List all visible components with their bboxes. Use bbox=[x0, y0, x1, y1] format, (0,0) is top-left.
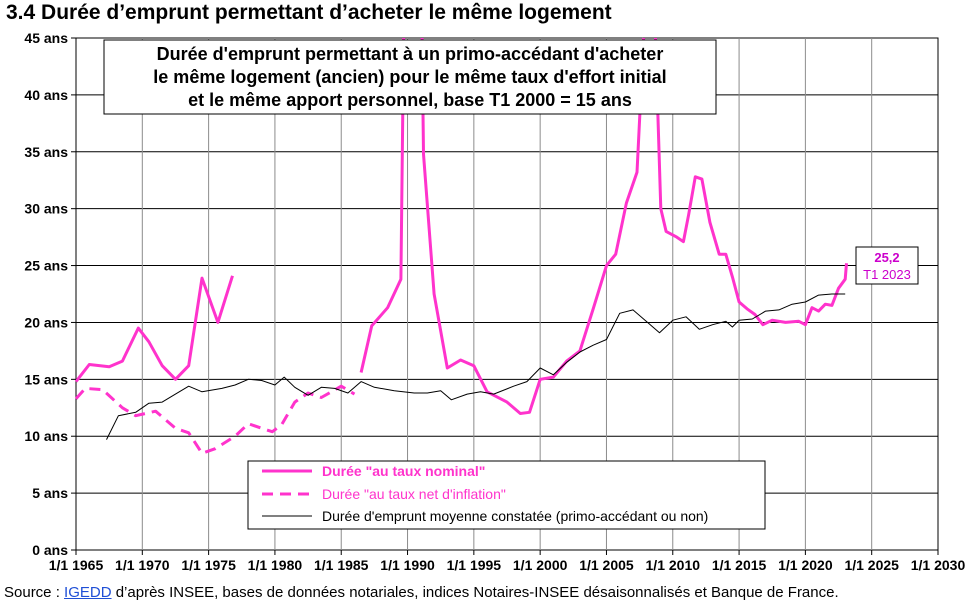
chart-subtitle-line-1: Durée d'emprunt permettant à un primo-ac… bbox=[157, 44, 664, 64]
series-2-line-segment-0 bbox=[106, 293, 846, 440]
annotation-value: 25,2 bbox=[874, 250, 899, 265]
legend-label-average: Durée d'emprunt moyenne constatée (primo… bbox=[322, 508, 708, 524]
annotation-label: T1 2023 bbox=[863, 267, 911, 282]
chart-subtitle-line-2: le même logement (ancien) pour le même t… bbox=[153, 67, 666, 87]
ytick-label-1: 5 ans bbox=[32, 485, 68, 501]
ytick-label-0: 0 ans bbox=[32, 542, 68, 558]
source-note: Source : IGEDD d’après INSEE, bases de d… bbox=[4, 584, 839, 601]
ytick-label-3: 15 ans bbox=[24, 371, 68, 387]
series-layer bbox=[74, 37, 848, 455]
xtick-label-13: 1/1 2030 bbox=[911, 557, 966, 573]
xtick-label-12: 1/1 2025 bbox=[844, 557, 899, 573]
series-0-line-segment-0 bbox=[74, 275, 234, 383]
ytick-label-9: 45 ans bbox=[24, 30, 68, 46]
xtick-label-11: 1/1 2020 bbox=[778, 557, 833, 573]
xtick-label-9: 1/1 2010 bbox=[646, 557, 701, 573]
ytick-label-8: 40 ans bbox=[24, 87, 68, 103]
source-link[interactable]: IGEDD bbox=[64, 584, 112, 601]
series-0-line-segment-1 bbox=[359, 37, 406, 373]
legend-label-nominal: Durée "au taux nominal" bbox=[322, 463, 485, 479]
xtick-label-8: 1/1 2005 bbox=[579, 557, 634, 573]
ytick-label-4: 20 ans bbox=[24, 314, 68, 330]
xtick-label-7: 1/1 2000 bbox=[513, 557, 568, 573]
xtick-label-3: 1/1 1980 bbox=[248, 557, 303, 573]
xtick-label-2: 1/1 1975 bbox=[181, 557, 236, 573]
ytick-label-7: 35 ans bbox=[24, 144, 68, 160]
xtick-label-10: 1/1 2015 bbox=[712, 557, 767, 573]
series-0-line-segment-2 bbox=[420, 37, 646, 415]
source-prefix: Source : bbox=[4, 584, 65, 601]
chart-axes: 0 ans 5 ans 10 ans 15 ans 20 ans 25 ans 30 ans… bbox=[24, 30, 965, 573]
xtick-label-6: 1/1 1995 bbox=[447, 557, 502, 573]
last-value-annotation: 25,2 T1 2023 bbox=[855, 246, 919, 285]
ytick-label-2: 10 ans bbox=[24, 428, 68, 444]
chart-subtitle-line-3: et le même apport personnel, base T1 200… bbox=[188, 90, 632, 110]
legend: Durée "au taux nominal" Durée "au taux n… bbox=[247, 460, 766, 530]
ytick-label-5: 25 ans bbox=[24, 258, 68, 274]
ytick-label-6: 30 ans bbox=[24, 201, 68, 217]
chart-subtitle-box: Durée d'emprunt permettant à un primo-ac… bbox=[103, 39, 717, 115]
xtick-label-4: 1/1 1985 bbox=[314, 557, 369, 573]
series-0-line-segment-3 bbox=[654, 37, 848, 327]
source-suffix: d’après INSEE, bases de données notarial… bbox=[111, 584, 839, 601]
xtick-label-1: 1/1 1970 bbox=[115, 557, 170, 573]
xtick-label-5: 1/1 1990 bbox=[380, 557, 435, 573]
xtick-label-0: 1/1 1965 bbox=[49, 557, 104, 573]
legend-label-inflation: Durée "au taux net d'inflation" bbox=[322, 486, 506, 502]
page-title: 3.4 Durée d’emprunt permettant d’acheter… bbox=[6, 1, 612, 24]
